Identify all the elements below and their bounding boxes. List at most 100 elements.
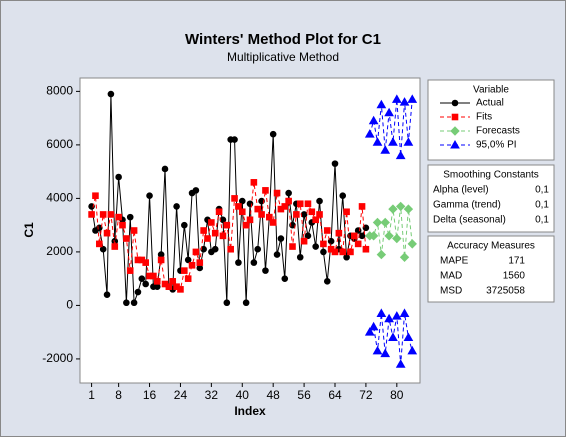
data-point [246, 216, 254, 224]
data-point [153, 283, 161, 290]
y-tick-label: 8000 [46, 84, 73, 98]
data-point [368, 321, 379, 331]
data-point [372, 345, 383, 355]
series-line [369, 99, 413, 156]
data-point [388, 332, 398, 342]
data-point [269, 219, 277, 226]
data-point [223, 221, 231, 229]
data-point [354, 240, 362, 248]
data-point [300, 211, 308, 218]
data-point [227, 245, 234, 253]
data-point [88, 203, 95, 210]
data-point [358, 203, 366, 210]
data-point [161, 165, 169, 173]
data-point [312, 216, 319, 224]
legend-marker [450, 139, 460, 149]
data-point [219, 232, 227, 240]
data-point [258, 197, 265, 205]
legend-label: Fits [476, 112, 492, 123]
data-point [399, 308, 410, 317]
data-point [384, 231, 394, 241]
data-point [250, 259, 258, 266]
data-point [192, 187, 200, 194]
data-point [347, 248, 354, 256]
data-point [358, 232, 366, 240]
data-point [92, 192, 99, 200]
data-point [395, 201, 406, 212]
x-tick-label: 56 [297, 388, 311, 402]
data-point [323, 227, 331, 234]
smoothing-label: Alpha (level) [433, 185, 489, 196]
data-point [134, 288, 142, 296]
data-point [331, 248, 339, 256]
smoothing-value: 0,1 [535, 200, 549, 211]
data-point [123, 235, 130, 242]
data-point [242, 299, 250, 307]
data-point [364, 129, 375, 138]
data-point [391, 311, 402, 320]
data-point [111, 243, 119, 250]
data-point [296, 253, 304, 261]
data-point [368, 231, 379, 241]
y-tick-label: 6000 [46, 137, 73, 151]
data-point [142, 280, 149, 288]
data-point [343, 208, 350, 216]
smoothing-value: 0,1 [535, 185, 549, 196]
legend-label: 95,0% PI [476, 140, 517, 151]
x-tick-label: 32 [205, 388, 219, 402]
data-point [184, 275, 192, 282]
data-point [304, 232, 312, 240]
legend-label: Actual [476, 98, 504, 109]
data-point [407, 94, 418, 103]
y-axis-label: C1 [22, 222, 36, 238]
data-point [196, 264, 204, 272]
chart-subtitle: Multiplicative Method [227, 50, 339, 64]
data-point [262, 187, 269, 194]
legend-box [427, 79, 555, 161]
data-point [391, 94, 402, 103]
data-point [300, 237, 308, 245]
data-point [107, 90, 115, 98]
legend-marker [450, 126, 460, 136]
data-point [316, 197, 323, 205]
data-point [215, 208, 223, 216]
data-point [250, 179, 258, 186]
x-tick-label: 40 [236, 388, 250, 402]
data-point [380, 348, 391, 358]
data-point [312, 243, 319, 250]
data-point [273, 251, 281, 258]
data-point [304, 200, 312, 208]
smoothing-label: Gamma (trend) [433, 200, 501, 211]
data-point [362, 224, 370, 232]
data-point [130, 299, 138, 307]
data-point [285, 189, 292, 197]
data-point [376, 249, 387, 260]
data-point [323, 278, 331, 285]
data-point [126, 213, 134, 221]
x-tick-label: 16 [143, 388, 157, 402]
data-point [204, 235, 211, 242]
data-point [368, 115, 379, 125]
data-point [211, 245, 219, 253]
x-axis-label: Index [234, 404, 266, 418]
data-point [293, 211, 300, 218]
data-point [126, 267, 134, 274]
data-point [285, 197, 292, 205]
data-point [177, 286, 184, 293]
data-point [223, 299, 231, 307]
data-point [238, 208, 246, 216]
data-point [150, 272, 157, 280]
data-point [296, 200, 304, 208]
data-point [184, 256, 192, 264]
data-point [96, 240, 103, 248]
data-point [335, 229, 343, 237]
data-point [327, 237, 335, 245]
data-point [388, 204, 398, 214]
data-point [308, 208, 316, 216]
legend-marker [451, 99, 459, 107]
data-point [254, 205, 262, 213]
y-tick-label: 2000 [46, 244, 73, 258]
data-point [238, 197, 246, 205]
data-point [376, 308, 387, 317]
data-point [99, 211, 107, 218]
